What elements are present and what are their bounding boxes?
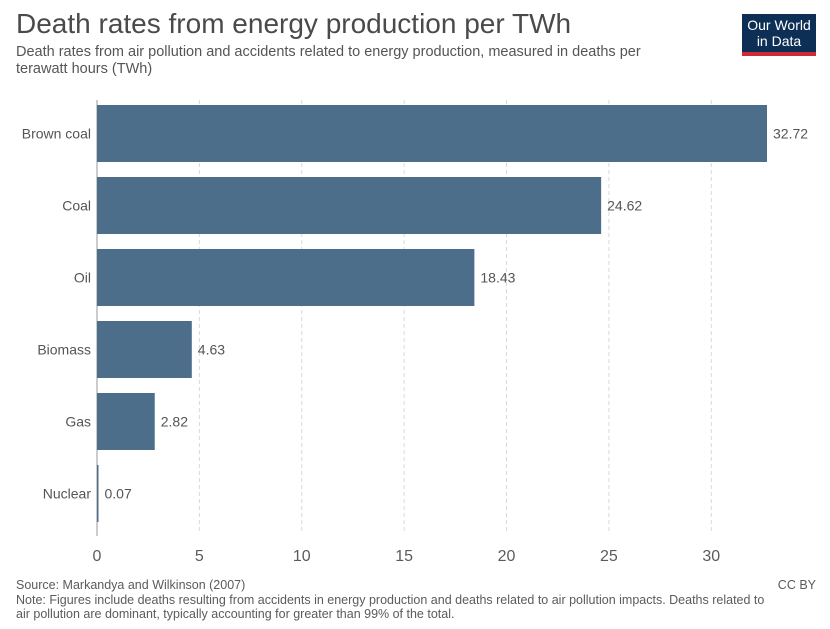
category-labels: Brown coal Coal Oil Biomass Gas Nuclear bbox=[22, 126, 92, 502]
owid-logo[interactable]: Our World in Data bbox=[742, 14, 816, 56]
bar bbox=[97, 321, 192, 378]
value-label: 32.72 bbox=[773, 126, 808, 142]
category-label: Biomass bbox=[37, 342, 91, 358]
bars bbox=[97, 105, 767, 522]
x-tick-label: 30 bbox=[702, 548, 720, 565]
bar bbox=[97, 105, 767, 162]
x-tick-label: 25 bbox=[600, 548, 618, 565]
grid-lines bbox=[96, 100, 712, 536]
bar bbox=[97, 249, 475, 306]
category-label: Brown coal bbox=[22, 126, 91, 142]
bar bbox=[97, 393, 155, 450]
category-label: Oil bbox=[74, 270, 91, 286]
category-label: Coal bbox=[62, 198, 91, 214]
x-tick-label: 10 bbox=[293, 548, 311, 565]
logo-line-2: in Data bbox=[756, 33, 802, 49]
license-link[interactable]: CC BY bbox=[777, 578, 816, 592]
bar bbox=[97, 465, 99, 522]
value-label: 4.63 bbox=[198, 342, 225, 358]
x-tick-label: 0 bbox=[93, 548, 102, 565]
value-label: 24.62 bbox=[607, 198, 642, 214]
category-label: Gas bbox=[65, 414, 91, 430]
x-tick-label: 5 bbox=[195, 548, 204, 565]
source-note: Source: Markandya and Wilkinson (2007) bbox=[16, 578, 246, 592]
chart-title: Death rates from energy production per T… bbox=[16, 8, 572, 39]
value-labels: 32.72 24.62 18.43 4.63 2.82 0.07 bbox=[105, 126, 809, 502]
value-label: 2.82 bbox=[161, 414, 188, 430]
value-label: 0.07 bbox=[105, 486, 132, 502]
x-tick-label: 15 bbox=[395, 548, 413, 565]
category-label: Nuclear bbox=[43, 486, 92, 502]
value-label: 18.43 bbox=[480, 270, 515, 286]
x-tick-label: 20 bbox=[498, 548, 516, 565]
bar bbox=[97, 177, 602, 234]
logo-line-1: Our World bbox=[747, 17, 811, 33]
chart-subtitle: Death rates from air pollution and accid… bbox=[16, 44, 641, 77]
footnote: Note: Figures include deaths resulting f… bbox=[16, 593, 765, 621]
x-axis-ticks: 0 5 10 15 20 25 30 bbox=[93, 548, 721, 565]
